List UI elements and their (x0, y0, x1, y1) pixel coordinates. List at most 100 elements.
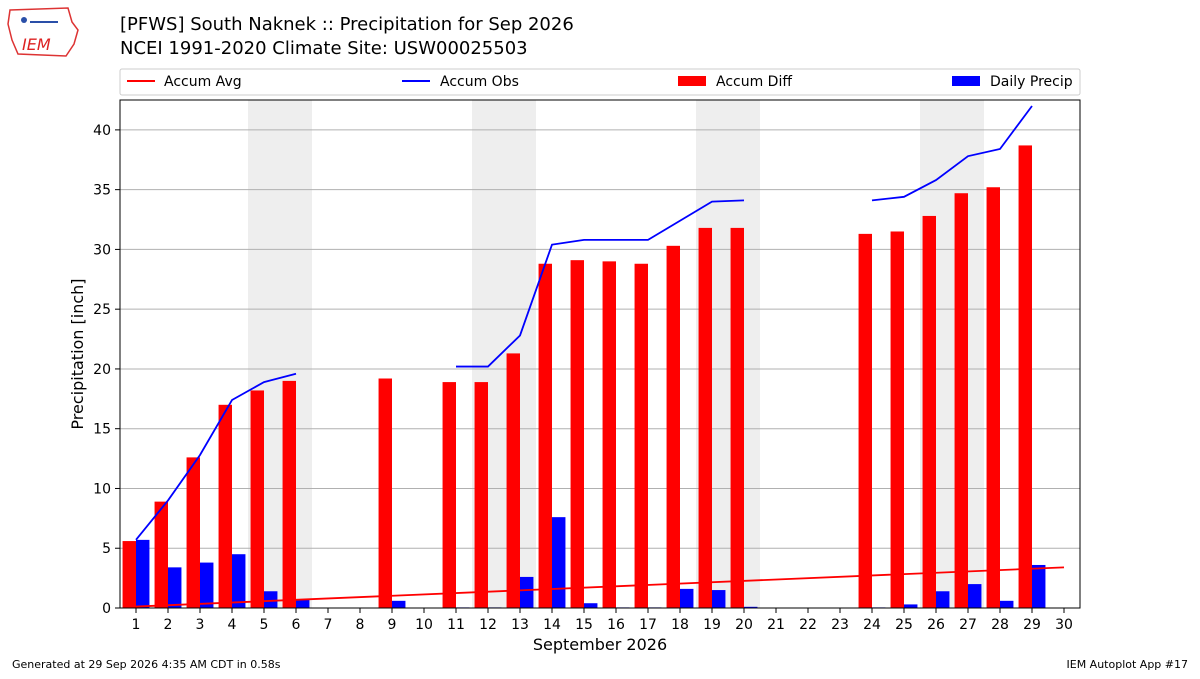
x-tick-label-1: 1 (132, 617, 141, 633)
x-tick-label-18: 18 (671, 617, 689, 633)
x-tick-label-9: 9 (388, 617, 397, 633)
x-tick-label-7: 7 (324, 617, 333, 633)
bar-accum-diff-day-5 (250, 390, 264, 608)
bar-accum-diff-day-28 (986, 187, 1000, 608)
x-tick-label-6: 6 (292, 617, 301, 633)
line-accum-obs-segment-3 (871, 105, 1033, 202)
plot-frame (119, 99, 1081, 609)
x-tick-label-21: 21 (767, 617, 785, 633)
bar-daily-precip-day-29 (1032, 564, 1046, 608)
footer-app-text: IEM Autoplot App #17 (1066, 658, 1189, 671)
bar-daily-precip-day-19 (712, 590, 726, 608)
legend-box (119, 68, 1081, 96)
bar-daily-precip-day-27 (968, 584, 982, 608)
line-accum-obs-segment-2 (456, 199, 745, 368)
y-tick-label-40: 40 (93, 123, 111, 139)
x-tick-label-12: 12 (479, 617, 497, 633)
bar-accum-diff-day-17 (634, 263, 648, 608)
x-tick-label-10: 10 (415, 617, 433, 633)
lines (135, 105, 1065, 608)
bar-accum-diff-day-15 (570, 260, 584, 608)
bar-accum-diff-day-27 (954, 193, 968, 608)
bar-accum-diff-day-12 (474, 382, 488, 608)
y-tick-label-30: 30 (93, 242, 111, 258)
x-tick-label-27: 27 (959, 617, 977, 633)
bar-daily-precip-day-18 (680, 588, 694, 608)
y-tick-label-20: 20 (93, 362, 111, 378)
x-tick-label-26: 26 (927, 617, 945, 633)
x-tick-label-11: 11 (447, 617, 465, 633)
bar-accum-diff-day-9 (378, 378, 392, 608)
x-tick-label-23: 23 (831, 617, 849, 633)
line-accum-avg (135, 566, 1065, 608)
x-tick-label-22: 22 (799, 617, 817, 633)
x-tick-label-17: 17 (639, 617, 657, 633)
bar-accum-diff-day-18 (666, 245, 680, 609)
y-axis-label: Precipitation [inch] (68, 278, 87, 429)
bar-daily-precip-day-26 (936, 591, 950, 608)
bar-daily-precip-day-9 (392, 600, 406, 608)
gridlines (120, 129, 1080, 549)
y-tick-label-25: 25 (93, 302, 111, 318)
legend: Accum Avg Accum Obs Accum Diff Daily Pre… (119, 68, 1081, 96)
bar-accum-diff-day-6 (282, 380, 296, 608)
bar-accum-diff-day-11 (442, 382, 456, 608)
bar-daily-precip-day-2 (168, 567, 182, 608)
x-tick-label-14: 14 (543, 617, 561, 633)
bar-accum-diff-day-25 (890, 231, 904, 608)
bar-accum-diff-day-14 (538, 263, 552, 608)
x-axis-ticks: 1 2 3 4 5 6 7 8 9 10 11 12 13 14 15 16 17 18 19 20 21 22 23 24 2… (132, 608, 1073, 633)
x-tick-label-24: 24 (863, 617, 881, 633)
y-tick-label-10: 10 (93, 481, 111, 497)
x-tick-label-28: 28 (991, 617, 1009, 633)
y-tick-label-35: 35 (93, 183, 111, 199)
x-tick-label-16: 16 (607, 617, 625, 633)
legend-label-accum-diff: Accum Diff (716, 74, 792, 90)
legend-label-accum-obs: Accum Obs (440, 74, 519, 90)
x-tick-label-5: 5 (260, 617, 269, 633)
legend-swatch-daily-precip (952, 76, 980, 86)
bar-accum-diff-day-2 (154, 501, 168, 608)
y-tick-label-15: 15 (93, 422, 111, 438)
bar-daily-precip-day-28 (1000, 600, 1014, 608)
bar-accum-diff-day-19 (698, 227, 712, 608)
x-tick-label-3: 3 (196, 617, 205, 633)
chart-title: [PFWS] South Naknek :: Precipitation for… (120, 14, 574, 35)
y-tick-label-0: 0 (102, 601, 111, 617)
bar-accum-diff-day-1 (122, 541, 136, 608)
x-tick-label-4: 4 (228, 617, 237, 633)
bar-daily-precip-day-15 (584, 603, 598, 608)
bar-daily-precip-day-3 (200, 562, 214, 608)
bar-daily-precip-day-14 (552, 517, 566, 608)
logo-sun-icon (21, 17, 27, 23)
iem-logo: IEM (7, 7, 79, 57)
legend-label-daily-precip: Daily Precip (990, 74, 1073, 90)
x-tick-label-15: 15 (575, 617, 593, 633)
x-tick-label-13: 13 (511, 617, 529, 633)
bar-accum-diff-day-4 (218, 404, 232, 608)
bar-accum-diff-day-26 (922, 215, 936, 608)
x-tick-label-2: 2 (164, 617, 173, 633)
line-accum-obs-segment-1 (135, 372, 297, 541)
x-tick-label-29: 29 (1023, 617, 1041, 633)
chart-subtitle: NCEI 1991-2020 Climate Site: USW00025503 (120, 38, 528, 59)
y-axis-ticks: 0 5 10 15 20 25 30 35 40 (93, 123, 120, 617)
bar-daily-precip-day-25 (904, 604, 918, 608)
legend-swatch-accum-diff (678, 76, 706, 86)
x-tick-label-8: 8 (356, 617, 365, 633)
bar-accum-diff-day-16 (602, 261, 616, 608)
bars (122, 145, 1046, 609)
iem-logo-text: IEM (22, 35, 51, 54)
bar-accum-diff-day-29 (1018, 145, 1032, 608)
footer-generated-text: Generated at 29 Sep 2026 4:35 AM CDT in … (12, 658, 281, 671)
x-tick-label-30: 30 (1055, 617, 1073, 633)
x-tick-label-25: 25 (895, 617, 913, 633)
y-tick-label-5: 5 (102, 541, 111, 557)
bar-accum-diff-day-20 (730, 227, 744, 608)
bar-accum-diff-day-3 (186, 457, 200, 608)
x-tick-label-20: 20 (735, 617, 753, 633)
legend-label-accum-avg: Accum Avg (164, 74, 242, 90)
bar-daily-precip-day-20 (744, 606, 758, 608)
